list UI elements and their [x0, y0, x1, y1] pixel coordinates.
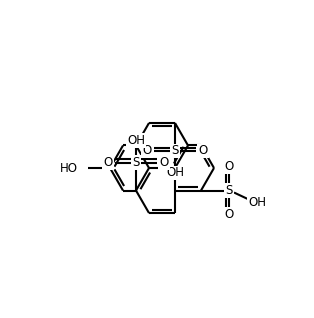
- Text: S: S: [171, 144, 179, 157]
- Text: O: O: [225, 160, 234, 173]
- Text: OH: OH: [166, 166, 184, 179]
- Text: O: O: [103, 156, 113, 169]
- Text: OH: OH: [127, 134, 145, 147]
- Text: HO: HO: [60, 162, 78, 175]
- Text: S: S: [132, 156, 140, 169]
- Text: O: O: [142, 144, 152, 157]
- Text: O: O: [225, 208, 234, 221]
- Text: S: S: [225, 184, 233, 197]
- Text: O: O: [160, 156, 169, 169]
- Text: O: O: [198, 144, 208, 157]
- Text: OH: OH: [248, 196, 266, 209]
